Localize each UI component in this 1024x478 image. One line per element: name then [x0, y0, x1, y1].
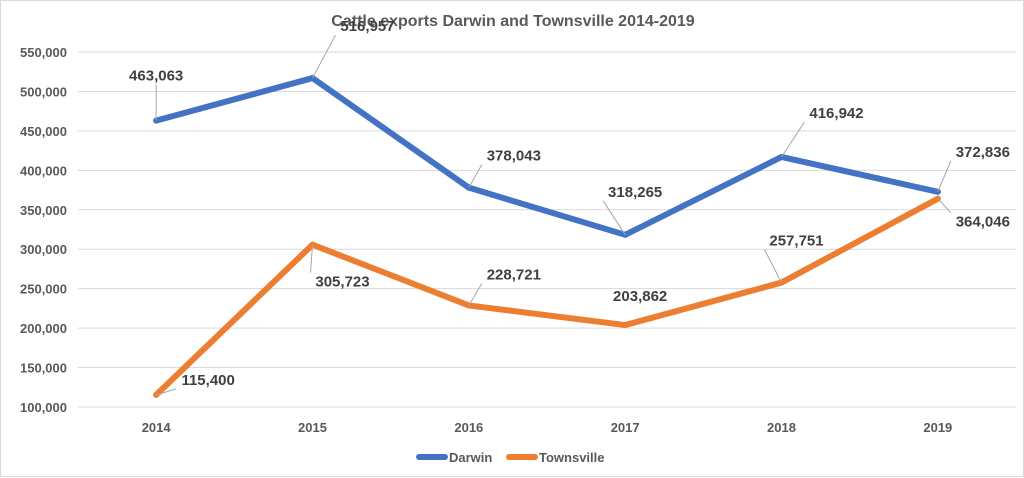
data-label-townsville: 364,046 — [956, 214, 1010, 231]
gridlines — [78, 51, 1016, 408]
leader-line — [156, 388, 177, 396]
legend-label-darwin: Darwin — [449, 450, 492, 465]
label-leader-lines — [155, 34, 952, 396]
leader-line — [602, 200, 626, 236]
leader-line — [468, 283, 483, 306]
leader-line — [764, 249, 782, 283]
x-tick-label: 2014 — [142, 420, 172, 435]
data-label-townsville: 228,721 — [487, 266, 541, 283]
y-tick-label: 150,000 — [20, 361, 67, 376]
data-labels: 463,063 516,957 378,043 318,265 416,942 372,8… — [129, 18, 1010, 389]
x-tick-label: 2016 — [454, 420, 483, 435]
data-label-darwin: 416,942 — [809, 105, 863, 122]
x-tick-label: 2018 — [767, 420, 796, 435]
series-line-townsville — [153, 195, 941, 398]
leader-line — [468, 164, 483, 188]
data-label-darwin: 318,265 — [608, 184, 662, 201]
leader-line — [937, 198, 952, 214]
legend-label-townsville: Townsville — [539, 450, 605, 465]
y-tick-label: 100,000 — [20, 400, 67, 415]
y-tick-label: 450,000 — [20, 124, 67, 139]
data-label-darwin: 378,043 — [487, 148, 541, 165]
data-label-townsville: 115,400 — [181, 372, 234, 389]
leader-line — [312, 34, 336, 79]
leader-line — [781, 121, 805, 158]
y-axis-ticks: 100,000 150,000 200,000 250,000 300,000 350,0… — [20, 45, 67, 415]
leader-line — [310, 244, 313, 273]
leader-line — [937, 160, 952, 192]
x-axis-ticks: 2014 2015 2016 2017 2018 2019 — [142, 420, 953, 435]
chart-title: Cattle exports Darwin and Townsville 201… — [331, 13, 694, 30]
y-tick-label: 400,000 — [20, 163, 67, 178]
y-tick-label: 300,000 — [20, 242, 67, 257]
data-label-darwin: 516,957 — [340, 18, 394, 35]
legend: Darwin Townsville — [416, 450, 605, 465]
y-tick-label: 550,000 — [20, 45, 67, 60]
data-label-townsville: 203,862 — [613, 288, 667, 305]
y-tick-label: 350,000 — [20, 203, 67, 218]
data-point-townsville — [622, 322, 629, 329]
data-label-townsville: 257,751 — [769, 233, 823, 250]
x-tick-label: 2017 — [611, 420, 640, 435]
y-tick-label: 250,000 — [20, 282, 67, 297]
y-tick-label: 200,000 — [20, 321, 67, 336]
data-label-darwin: 372,836 — [956, 144, 1010, 161]
data-label-townsville: 305,723 — [315, 274, 369, 291]
series-lines — [153, 75, 941, 398]
y-tick-label: 500,000 — [20, 84, 67, 99]
series-line-darwin — [153, 75, 941, 238]
x-tick-label: 2015 — [298, 420, 327, 435]
x-tick-label: 2019 — [923, 420, 952, 435]
data-label-darwin: 463,063 — [129, 68, 183, 85]
